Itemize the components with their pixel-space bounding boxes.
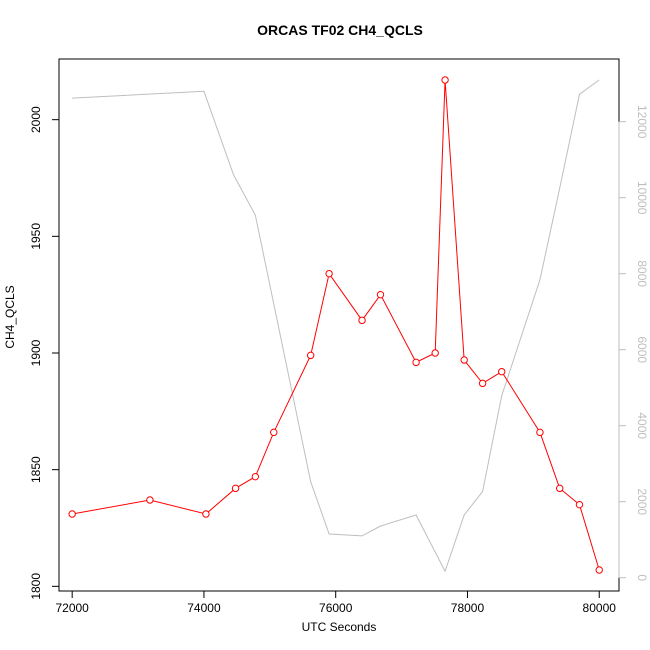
primary-data-point bbox=[441, 76, 449, 84]
secondary-y-axis: 0 2000 4000 6000 8000 10000 12000 bbox=[618, 105, 649, 581]
series-layer bbox=[68, 76, 603, 574]
primary-data-point bbox=[575, 500, 584, 509]
primary-data-point bbox=[478, 379, 487, 388]
primary-data-point bbox=[460, 356, 468, 364]
y-axis: 1800 1850 1900 1950 2000 bbox=[29, 106, 60, 600]
primary-data-point bbox=[251, 472, 260, 481]
y2-tick-label: 8000 bbox=[635, 260, 649, 287]
y2-tick-label: 6000 bbox=[635, 336, 649, 363]
x-tick-label: 72000 bbox=[55, 601, 89, 615]
y2-tick-label: 4000 bbox=[635, 412, 649, 439]
plot-frame bbox=[58, 58, 620, 592]
y-tick-label: 1850 bbox=[29, 456, 43, 483]
primary-data-point bbox=[270, 428, 278, 437]
y-tick-label: 1800 bbox=[29, 573, 43, 600]
primary-data-point bbox=[358, 316, 366, 325]
x-tick-label: 80000 bbox=[583, 601, 617, 615]
primary-data-point bbox=[231, 484, 240, 493]
primary-series-line bbox=[72, 79, 600, 571]
y-tick-label: 1950 bbox=[29, 223, 43, 250]
secondary-series-line bbox=[72, 79, 600, 573]
y-tick-label: 2000 bbox=[29, 106, 43, 133]
primary-data-point bbox=[498, 367, 506, 376]
primary-data-point bbox=[536, 428, 544, 437]
primary-data-point bbox=[376, 290, 385, 299]
primary-data-point bbox=[556, 484, 564, 493]
primary-data-point bbox=[146, 496, 154, 504]
chart-title: ORCAS TF02 CH4_QCLS bbox=[257, 22, 423, 38]
x-axis-label: UTC Seconds bbox=[302, 620, 377, 634]
y2-tick-label: 2000 bbox=[635, 488, 649, 515]
primary-data-point bbox=[306, 351, 315, 360]
y-axis-label: CH4_QCLS bbox=[3, 285, 17, 348]
primary-data-point bbox=[412, 358, 420, 367]
primary-data-point bbox=[431, 349, 439, 357]
primary-data-point bbox=[595, 566, 603, 574]
primary-data-point bbox=[68, 510, 76, 518]
x-tick-label: 76000 bbox=[319, 601, 353, 615]
x-axis: 72000 74000 76000 78000 80000 bbox=[55, 590, 617, 615]
primary-data-point bbox=[325, 269, 333, 278]
primary-data-point bbox=[202, 510, 210, 518]
x-tick-label: 74000 bbox=[187, 601, 221, 615]
y2-tick-label: 0 bbox=[635, 574, 649, 581]
x-tick-label: 78000 bbox=[451, 601, 485, 615]
y-tick-label: 1900 bbox=[29, 339, 43, 366]
y2-tick-label: 10000 bbox=[635, 181, 649, 215]
y2-tick-label: 12000 bbox=[635, 105, 649, 139]
